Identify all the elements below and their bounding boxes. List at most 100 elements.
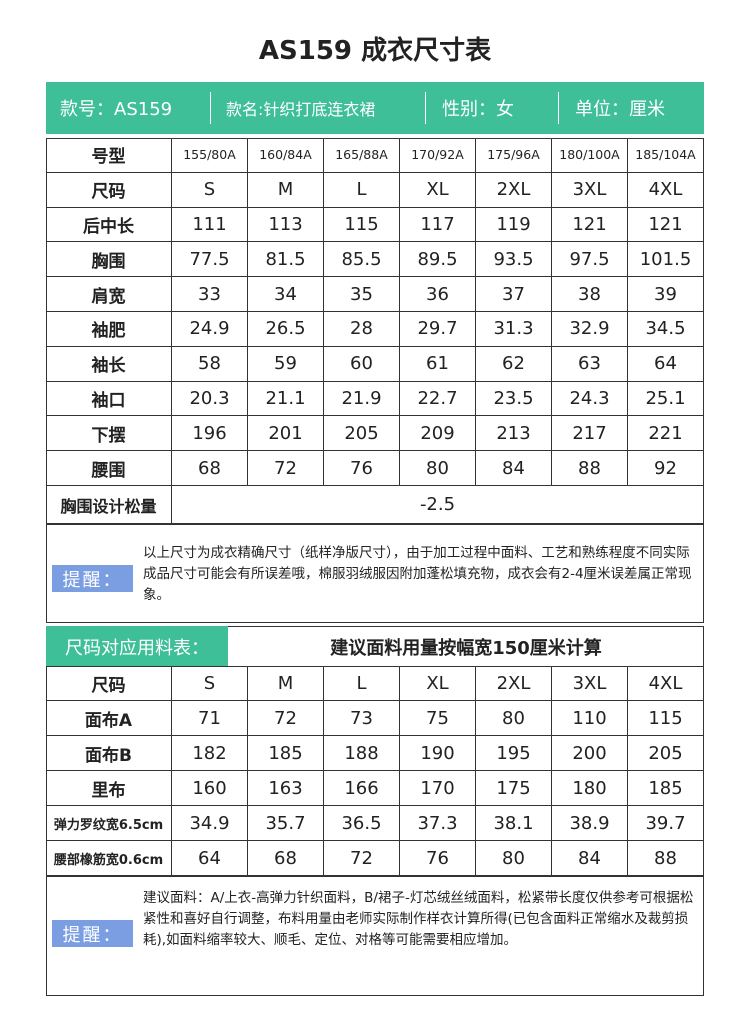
table-cell: 93.5 [476,242,552,278]
table-cell: 24.9 [172,312,248,347]
table-cell: 62 [476,346,552,382]
table-cell: 166 [324,771,400,806]
table-cell: 80 [476,701,552,736]
row-label: 面布A [46,701,172,736]
table-cell: 170/92A [400,138,476,173]
table-cell: 180 [552,771,628,806]
table-cell: 155/80A [172,138,248,173]
table-cell: 88 [628,841,704,876]
table-cell: 160 [172,771,248,806]
table-cell: 113 [248,207,324,243]
info-item: 款名:针织打底连衣裙 [226,100,376,119]
table-cell: 71 [172,701,248,736]
table-cell: 34.5 [628,312,704,347]
note-box [46,876,704,996]
table-cell: 21.9 [324,381,400,417]
table-cell: 185/104A [628,138,704,173]
table-cell: XL [400,172,476,208]
table-cell: 75 [400,701,476,736]
table-cell: 39 [628,277,704,312]
table-cell: 97.5 [552,242,628,278]
table-cell: 33 [172,277,248,312]
table-cell: 22.7 [400,381,476,417]
table-cell: 81.5 [248,242,324,278]
row-label: 腰部橡筋宽0.6cm [46,841,172,876]
table-cell: S [172,666,248,701]
row-label: 下摆 [46,416,172,452]
material-title: 尺码对应用料表： [46,626,228,667]
table-cell: 205 [324,416,400,452]
table-cell: 38.9 [552,806,628,841]
table-cell: 180/100A [552,138,628,173]
table-cell: 64 [628,346,704,382]
separator [425,92,426,124]
note-label: 提醒： [52,920,133,947]
table-cell: 37 [476,277,552,312]
table-cell: 21.1 [248,381,324,417]
info-item: 性别：女 [442,99,514,120]
table-cell: M [248,666,324,701]
table-cell: 72 [248,701,324,736]
table-cell: 88 [552,451,628,486]
note-text: 以上尺寸为成衣精确尺寸（纸样净版尺寸），由于加工过程中面料、工艺和熟练程度不同实… [143,545,692,603]
table-cell: 80 [476,841,552,876]
row-label: 后中长 [46,207,172,243]
row-label: 尺码 [46,666,172,701]
table-cell: M [248,172,324,208]
table-cell: 2XL [476,172,552,208]
table-cell: 58 [172,346,248,382]
table-cell: 195 [476,736,552,771]
row-label: 胸围设计松量 [46,486,172,524]
table-cell: 221 [628,416,704,452]
table-cell: 72 [248,451,324,486]
table-cell: 111 [172,207,248,243]
table-cell: 175/96A [476,138,552,173]
table-cell: 26.5 [248,312,324,347]
table-cell: 115 [324,207,400,243]
table-cell: 36 [400,277,476,312]
table-cell: 110 [552,701,628,736]
table-cell: 77.5 [172,242,248,278]
table-cell: 29.7 [400,312,476,347]
table-cell: 217 [552,416,628,452]
table-cell: 119 [476,207,552,243]
table-cell: 101.5 [628,242,704,278]
table-cell: 35 [324,277,400,312]
table-cell: 89.5 [400,242,476,278]
row-label: 面布B [46,736,172,771]
table-cell: 59 [248,346,324,382]
row-label: 胸围 [46,242,172,278]
table-cell: 68 [248,841,324,876]
row-label: 里布 [46,771,172,806]
separator [210,92,211,124]
table-cell: 24.3 [552,381,628,417]
info-item: 单位：厘米 [575,99,665,120]
table-cell: 115 [628,701,704,736]
table-cell: 61 [400,346,476,382]
table-cell: 160/84A [248,138,324,173]
row-label: 袖长 [46,346,172,382]
info-item: 款号：AS159 [60,99,173,120]
table-cell: 170 [400,771,476,806]
row-label: 肩宽 [46,277,172,312]
table-cell: 3XL [552,172,628,208]
table-cell: 117 [400,207,476,243]
note-box [46,524,704,623]
table-cell: 185 [248,736,324,771]
table-cell: 2XL [476,666,552,701]
table-cell: 63 [552,346,628,382]
table-cell: 84 [476,451,552,486]
table-cell: 163 [248,771,324,806]
table-cell: 200 [552,736,628,771]
table-cell: 37.3 [400,806,476,841]
table-cell: L [324,172,400,208]
table-cell: XL [400,666,476,701]
table-cell: 38.1 [476,806,552,841]
row-label: 号型 [46,138,172,173]
table-cell: 32.9 [552,312,628,347]
table-cell: L [324,666,400,701]
table-cell: 28 [324,312,400,347]
table-cell: 34.9 [172,806,248,841]
table-frame [46,138,704,524]
